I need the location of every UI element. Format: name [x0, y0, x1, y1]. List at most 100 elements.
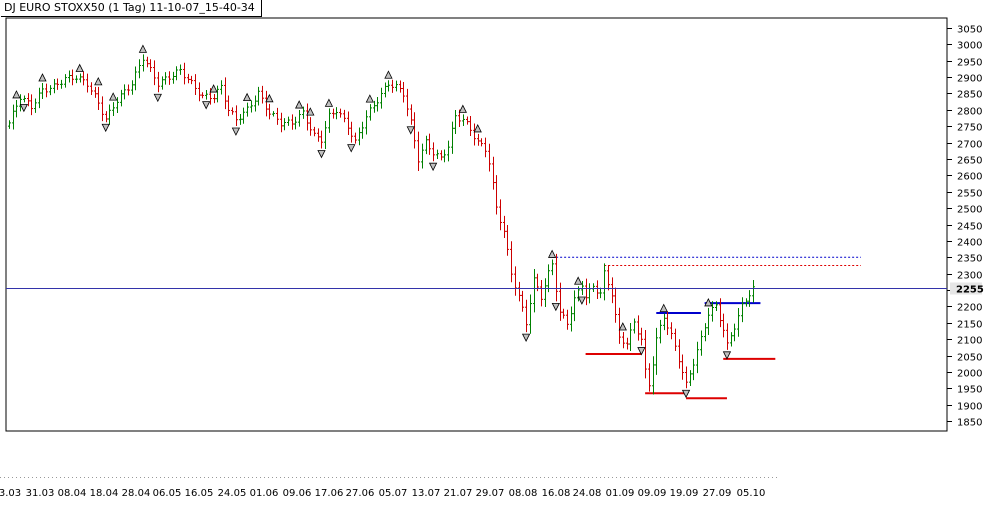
price-bar: [79, 73, 82, 83]
price-bar: [172, 71, 175, 84]
price-bar: [235, 105, 238, 127]
y-tick-label: 2300: [957, 271, 982, 282]
x-tick-label: 17.06: [315, 488, 344, 499]
price-bar: [440, 150, 443, 161]
price-bar: [466, 116, 469, 125]
price-bar: [19, 94, 22, 112]
price-bar: [506, 224, 509, 256]
peak-marker-up-triangle: [574, 276, 583, 285]
y-tick-label: 2500: [957, 205, 982, 216]
price-bar: [90, 82, 93, 95]
trough-marker-down-triangle: [521, 333, 531, 342]
price-bar: [652, 356, 655, 395]
peak-marker-up-triangle: [109, 92, 118, 101]
price-bar: [402, 82, 405, 103]
x-tick-label: 16.08: [542, 488, 571, 499]
price-bar: [231, 107, 234, 115]
trough-marker-down-triangle: [577, 296, 587, 305]
peak-marker-up-triangle: [704, 298, 713, 307]
current-price-bg: [950, 282, 982, 295]
y-tick-label: 2050: [957, 353, 982, 364]
trough-marker-down-triangle: [347, 144, 356, 153]
price-bar: [674, 328, 677, 352]
price-bar: [317, 128, 320, 142]
y-tick-label: 2100: [957, 336, 982, 347]
price-bar: [547, 264, 550, 293]
price-bar: [663, 313, 666, 331]
price-bar: [49, 85, 52, 96]
price-bar: [127, 84, 130, 96]
price-bar: [23, 95, 26, 103]
price-bar: [246, 102, 249, 117]
y-tick-label: 2600: [957, 172, 982, 183]
price-bar: [376, 97, 379, 112]
price-bar: [108, 104, 111, 125]
x-tick-label: 19.09: [670, 488, 699, 499]
trough-marker-down-triangle: [428, 162, 438, 172]
price-bar: [68, 70, 71, 83]
price-bar: [34, 98, 37, 113]
price-bar: [53, 78, 56, 94]
price-bar: [551, 259, 554, 276]
price-bar: [332, 108, 335, 119]
price-bar: [581, 280, 584, 295]
price-bar: [555, 253, 558, 302]
price-bar: [27, 93, 30, 107]
price-bar: [499, 199, 502, 231]
price-bar: [428, 133, 431, 155]
price-bar: [343, 109, 346, 123]
x-axis: 3.03 31.03 08.04 18.04 28.04 06.05 16.05 24.05 0…: [0, 477, 780, 499]
price-bar: [254, 95, 257, 112]
price-bar: [365, 110, 368, 135]
price-bar: [97, 86, 100, 111]
price-bar: [361, 121, 364, 139]
price-bar: [112, 102, 115, 117]
price-bar: [60, 79, 63, 89]
y-tick-label: 1950: [957, 385, 982, 396]
trough-marker-down-triangle: [681, 389, 691, 399]
price-bar: [354, 132, 357, 144]
x-tick-label: 01.09: [606, 488, 635, 499]
price-bar: [183, 62, 186, 85]
peak-marker-up-triangle: [306, 107, 315, 116]
peak-marker-up-triangle: [659, 303, 668, 312]
price-bar: [510, 241, 513, 283]
price-bar: [268, 103, 271, 120]
price-bar: [175, 66, 178, 81]
price-bar: [239, 114, 242, 125]
price-bar: [320, 130, 323, 149]
swing-markers: [12, 44, 732, 399]
price-bar: [94, 86, 97, 98]
price-bar: [752, 279, 755, 303]
price-bar: [637, 315, 640, 341]
price-bar: [521, 290, 524, 312]
price-bar: [696, 341, 699, 374]
trough-marker-down-triangle: [317, 150, 326, 159]
price-bar: [45, 83, 48, 98]
price-bar: [611, 277, 614, 304]
price-bar: [719, 298, 722, 328]
level-lines: [552, 256, 861, 400]
chart-title: DJ EURO STOXX50 (1 Tag) 11-10-07_15-40-3…: [1, 0, 262, 17]
price-bar: [105, 111, 108, 123]
price-bar: [395, 80, 398, 92]
price-bar: [213, 94, 216, 104]
y-tick-label: 2400: [957, 238, 982, 249]
price-bar: [406, 88, 409, 117]
price-bar: [648, 363, 651, 392]
price-bar: [495, 175, 498, 215]
price-bar: [626, 337, 629, 350]
price-bar: [164, 72, 167, 85]
price-bar: [8, 120, 11, 129]
price-bar: [387, 80, 390, 92]
price-bar: [157, 71, 160, 93]
price-bar: [670, 322, 673, 340]
price-bar: [265, 90, 268, 117]
price-bar: [730, 332, 733, 347]
price-bar: [272, 111, 275, 117]
trough-marker-down-triangle: [406, 126, 415, 135]
price-bar: [492, 156, 495, 190]
price-bar: [603, 263, 606, 301]
y-tick-label: 2750: [957, 123, 982, 134]
price-bar: [294, 116, 297, 130]
